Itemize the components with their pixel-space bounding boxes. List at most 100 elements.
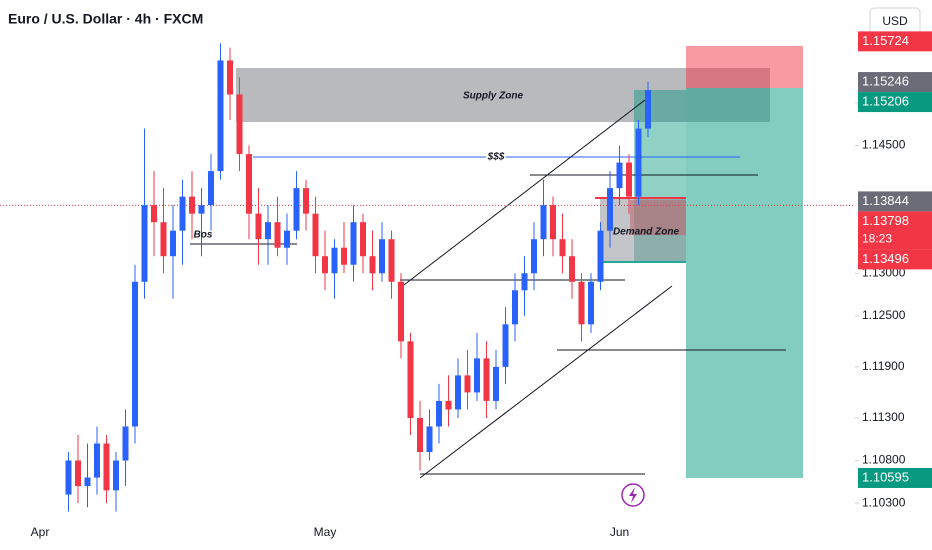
candle-body [322, 256, 328, 274]
target-zone [686, 88, 803, 478]
candle-body [208, 171, 214, 206]
supply-zone [236, 68, 770, 122]
candle-body [160, 222, 167, 257]
price-tag-label: 1.13798 [862, 213, 909, 228]
candle-body [379, 239, 385, 274]
price-tag-label: 1.10595 [862, 469, 909, 484]
candle-body [113, 460, 119, 491]
candle-body [84, 477, 91, 487]
candle-body [284, 230, 290, 248]
candle-body [179, 196, 186, 231]
candle-body [331, 247, 338, 274]
candle-body [360, 222, 366, 257]
lightning-icon[interactable] [621, 483, 645, 507]
price-tag [858, 211, 932, 250]
candle-body [265, 222, 271, 240]
candle-body [616, 162, 623, 189]
candle-body [189, 196, 195, 214]
candle-body [474, 358, 480, 393]
price-tag [858, 249, 932, 270]
price-tag-label: 1.15724 [862, 33, 909, 48]
countdown: 18:23 [862, 232, 892, 246]
candle-body [426, 426, 433, 453]
candle-body [626, 162, 632, 197]
price-tag [858, 467, 932, 488]
candle-body [569, 256, 575, 282]
candle-body [246, 154, 252, 214]
candle-body [122, 426, 129, 461]
candle-body [236, 94, 243, 155]
candle-body [170, 230, 176, 257]
candle-body [550, 205, 556, 240]
candle-body [521, 273, 528, 291]
candle-body [417, 417, 423, 453]
x-tick-label: Jun [610, 525, 629, 539]
candle-body [65, 460, 72, 495]
candle-body [540, 205, 547, 240]
candle-body [94, 443, 100, 478]
candle-body [341, 247, 347, 265]
demand-label: Demand Zone [613, 227, 680, 238]
y-tick-label: 1.11300 [862, 410, 905, 424]
candle-body [502, 324, 509, 367]
y-tick-label: 1.11900 [862, 359, 905, 373]
candle-body [303, 188, 309, 214]
candle-body [559, 239, 566, 257]
candle-body [198, 205, 205, 214]
candle-body [588, 281, 594, 325]
stop-zone [686, 46, 803, 88]
candle-body [455, 375, 461, 410]
y-tick-label: 1.10300 [862, 495, 906, 509]
bos-label: Bos [194, 230, 213, 241]
candle-body [293, 188, 300, 231]
candle-body [493, 366, 499, 401]
candle-body [227, 60, 233, 95]
icon-bolt [629, 487, 637, 503]
candles [0, 43, 855, 512]
candle-body [103, 443, 110, 491]
price-tag [858, 191, 932, 212]
supply-label: Supply Zone [463, 91, 523, 102]
x-tick-label: May [314, 525, 337, 539]
price-tag [858, 72, 932, 93]
candle-body [597, 230, 604, 282]
liquidity-label: $$$ [487, 152, 505, 163]
y-tick-label: 1.10800 [862, 453, 906, 467]
candle-body [312, 213, 319, 257]
y-tick-label: 1.14500 [862, 138, 906, 152]
price-tag-label: 1.15246 [862, 73, 909, 88]
candle-body [531, 239, 537, 274]
candle-body [407, 341, 414, 418]
drawings [190, 46, 803, 479]
candle-body [645, 90, 651, 129]
demand-zone [600, 198, 686, 262]
candle-body [578, 281, 585, 325]
candle-body [483, 358, 490, 401]
price-tag [858, 92, 932, 113]
candle-body [607, 188, 613, 231]
price-tag-label: 1.13844 [862, 193, 909, 208]
labels: Supply Zone $$$ Demand Zone Bos Euro / U… [8, 11, 679, 241]
candle-body [255, 213, 262, 240]
candle-body [132, 281, 138, 427]
channel-line [399, 99, 646, 289]
candle-body [512, 290, 518, 325]
candle-body [75, 460, 81, 487]
candle-body [436, 400, 442, 427]
x-tick-label: Apr [31, 525, 50, 539]
candle-body [274, 222, 281, 248]
candle-body [151, 205, 157, 223]
candle-body [350, 222, 357, 265]
candle-body [388, 239, 395, 282]
axis: AprMayJun1.150001.145001.130001.125001.1… [31, 31, 932, 539]
price-tag-label: 1.13496 [862, 251, 909, 266]
candle-body [369, 256, 376, 274]
candle-body [398, 281, 404, 342]
candle-body [635, 128, 642, 197]
price-tag-label: 1.15206 [862, 93, 909, 108]
candle-body [464, 375, 471, 393]
currency-label: USD [882, 14, 908, 28]
channel-line [419, 285, 673, 479]
y-tick-label: 1.12500 [862, 308, 906, 322]
